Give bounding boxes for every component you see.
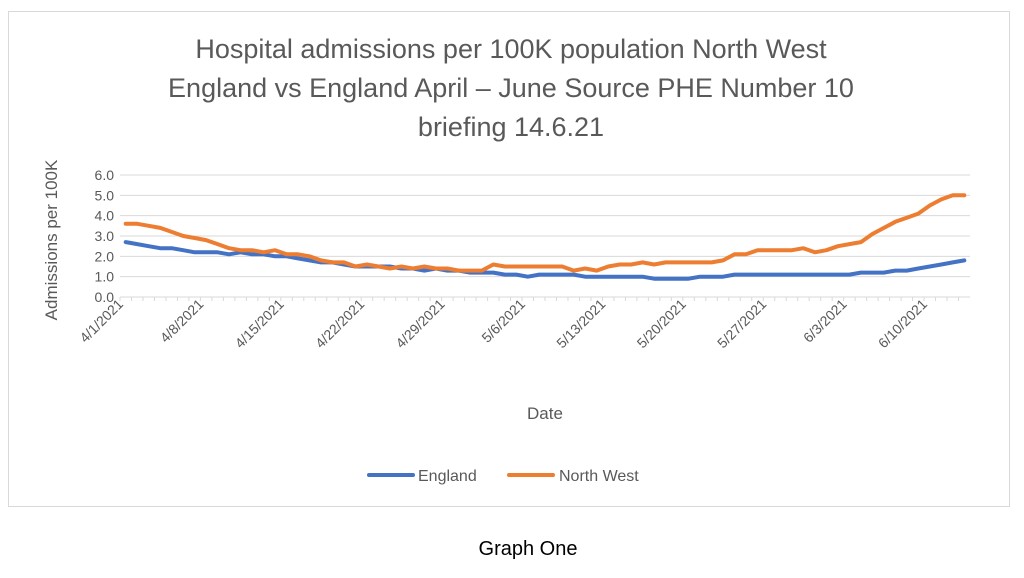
series-line-england [123,240,967,281]
x-tick-label: 5/27/2021 [714,296,770,352]
x-tick-label: 4/8/2021 [157,296,207,346]
y-tick-label: 5.0 [95,187,115,203]
y-tick-label: 1.0 [95,269,115,285]
legend-label-england: England [418,468,477,485]
chart-title: Hospital admissions per 100K population … [168,34,854,142]
y-tick-label: 0.0 [95,289,115,305]
x-axis-title: Date [527,404,563,423]
x-tick-label: 4/29/2021 [392,296,448,352]
y-axis-ticks: 0.0 1.0 2.0 3.0 4.0 5.0 6.0 [95,167,115,305]
series-lines [123,193,967,281]
x-tick-label: 5/13/2021 [553,296,609,352]
x-tick-label: 6/10/2021 [875,296,931,352]
x-tick-label: 4/15/2021 [232,296,288,352]
y-tick-label: 2.0 [95,248,115,264]
x-axis-ticks: 4/1/2021 4/8/2021 4/15/2021 4/22/2021 4/29/2… [76,296,960,352]
line-chart: Hospital admissions per 100K population … [42,34,970,485]
chart-title-line: Hospital admissions per 100K population … [195,34,827,64]
y-axis-title: Admissions per 100K [42,159,61,320]
x-tick-label: 4/22/2021 [312,296,368,352]
x-tick-label: 5/20/2021 [634,296,690,352]
y-tick-label: 6.0 [95,167,115,183]
x-tick-label: 5/6/2021 [478,296,528,346]
y-tick-label: 3.0 [95,228,115,244]
gridlines [120,174,970,298]
legend: England North West [367,468,639,485]
chart-title-line: England vs England April – June Source P… [168,73,854,103]
chart-frame: Hospital admissions per 100K population … [8,11,1010,507]
legend-label-north-west: North West [559,468,639,485]
series-line-north-west [123,193,967,273]
figure-caption: Graph One [478,538,578,560]
chart-title-line: briefing 14.6.21 [418,112,604,142]
x-tick-label: 6/3/2021 [800,296,850,346]
y-tick-label: 4.0 [95,208,115,224]
